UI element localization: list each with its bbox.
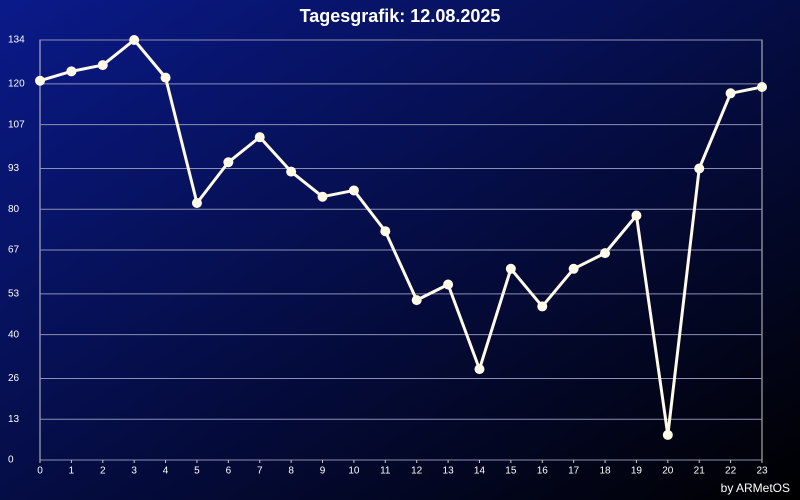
x-tick-label: 9 xyxy=(320,466,326,477)
x-tick-label: 14 xyxy=(474,466,486,477)
x-tick-label: 12 xyxy=(411,466,423,477)
point xyxy=(537,301,548,312)
chart-title: Tagesgrafik: 12.08.2025 xyxy=(300,6,501,26)
x-tick-label: 23 xyxy=(756,466,768,477)
point xyxy=(66,66,77,77)
x-tick-label: 20 xyxy=(662,466,674,477)
point xyxy=(191,197,202,208)
y-tick-label: 26 xyxy=(8,373,20,384)
point xyxy=(662,429,673,440)
y-tick-label: 93 xyxy=(8,163,20,174)
point xyxy=(348,185,359,196)
y-tick-label: 53 xyxy=(8,289,20,300)
x-tick-label: 13 xyxy=(443,466,455,477)
line xyxy=(39,38,763,437)
y-tick-label: 67 xyxy=(8,245,20,256)
point xyxy=(380,226,391,237)
point xyxy=(35,75,45,86)
x-tick-label: 11 xyxy=(380,466,391,477)
x-tick-label: 10 xyxy=(348,466,360,477)
point xyxy=(757,82,767,93)
x-tick-label: 17 xyxy=(568,466,580,477)
x-tick-label: 18 xyxy=(599,466,611,477)
x-tick-label: 4 xyxy=(163,466,169,477)
x-tick-label: 15 xyxy=(505,466,517,477)
y-tick-label: 80 xyxy=(8,204,20,215)
x-tick-label: 2 xyxy=(100,466,106,477)
x-tick-label: 0 xyxy=(37,466,43,477)
point xyxy=(160,72,171,83)
point xyxy=(600,248,611,259)
y-tick-label: 107 xyxy=(8,119,25,130)
x-tick-label: 16 xyxy=(537,466,549,477)
y-tick-label: 134 xyxy=(8,35,25,46)
point xyxy=(474,364,485,375)
x-tick-label: 5 xyxy=(194,466,200,477)
x-tick-label: 6 xyxy=(226,466,232,477)
y-tick-label: 120 xyxy=(8,79,25,90)
point xyxy=(568,263,579,274)
x-tick-label: 3 xyxy=(131,466,137,477)
point xyxy=(631,210,642,221)
x-tick-label: 22 xyxy=(725,466,737,477)
point xyxy=(505,263,516,274)
point xyxy=(411,295,422,306)
x-tick-label: 1 xyxy=(69,466,75,477)
point xyxy=(286,166,297,177)
point xyxy=(129,35,140,45)
credit: by ARMetOS xyxy=(721,481,790,495)
point xyxy=(223,157,234,168)
y-tick-label: 0 xyxy=(8,455,14,466)
x-tick-label: 8 xyxy=(288,466,294,477)
y-tick-label: 40 xyxy=(8,329,20,340)
x-tick-label: 21 xyxy=(694,466,706,477)
x-tick-label: 19 xyxy=(631,466,643,477)
point xyxy=(317,191,328,202)
point xyxy=(97,60,108,71)
x-tick-label: 7 xyxy=(257,466,263,477)
y-tick-label: 13 xyxy=(8,414,20,425)
point xyxy=(725,88,736,99)
point xyxy=(443,279,454,290)
point xyxy=(254,132,265,143)
point xyxy=(694,163,705,174)
